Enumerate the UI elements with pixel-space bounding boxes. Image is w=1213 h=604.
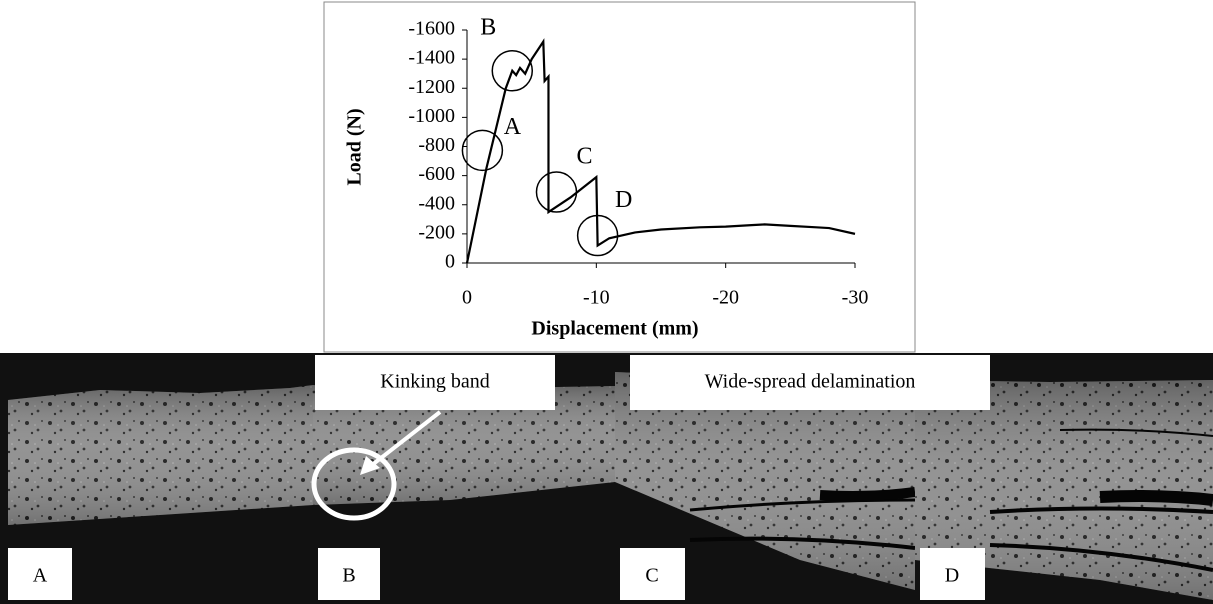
callout-text: Kinking band <box>380 371 489 393</box>
y-tick-label: -800 <box>418 134 455 156</box>
panel-label-box <box>620 548 685 600</box>
photo-a <box>8 385 313 525</box>
annotation-label: D <box>615 187 632 213</box>
arrow <box>370 410 442 467</box>
panel-label-box <box>8 548 72 600</box>
panel-label: A <box>33 565 48 587</box>
y-tick-label: 0 <box>445 251 455 273</box>
load-curve <box>465 38 856 264</box>
annotation-ring <box>535 171 578 213</box>
y-tick-label: -1600 <box>408 18 455 40</box>
x-tick-label: -20 <box>712 287 739 309</box>
panel-label: D <box>945 565 959 587</box>
annotation-label: A <box>504 114 522 140</box>
panel-label: C <box>645 565 658 587</box>
y-tick-label: -200 <box>418 221 455 243</box>
annotation-label: C <box>576 144 592 170</box>
y-tick-label: -400 <box>418 192 455 214</box>
photo-d <box>915 380 1213 600</box>
annotation-ring <box>576 214 619 257</box>
annotation-ring <box>461 129 504 172</box>
highlight-ring <box>311 447 397 521</box>
y-tick-label: -1200 <box>408 76 455 98</box>
annotation-ring <box>491 50 534 92</box>
y-tick-label: -1400 <box>408 47 455 69</box>
y-tick-label: -600 <box>418 163 455 185</box>
panel-label-box <box>920 548 985 600</box>
photo-b <box>313 385 615 505</box>
panel-label: B <box>342 565 355 587</box>
x-tick-label: 0 <box>462 287 472 309</box>
x-tick-label: -10 <box>583 287 610 309</box>
photo-strip <box>0 353 1213 604</box>
annotation-label: B <box>480 14 496 40</box>
x-axis-title: Displacement (mm) <box>531 318 698 340</box>
x-tick-label: -30 <box>842 287 869 309</box>
y-axis-title: Load (N) <box>344 108 366 185</box>
arrow-head <box>360 456 380 475</box>
callout-text: Wide-spread delamination <box>705 371 916 393</box>
callout-box <box>315 355 555 410</box>
panel-label-box <box>318 548 380 600</box>
photo-c <box>615 372 916 590</box>
y-tick-label: -1000 <box>408 105 455 127</box>
callout-box <box>630 355 990 410</box>
chart-frame <box>323 1 916 353</box>
